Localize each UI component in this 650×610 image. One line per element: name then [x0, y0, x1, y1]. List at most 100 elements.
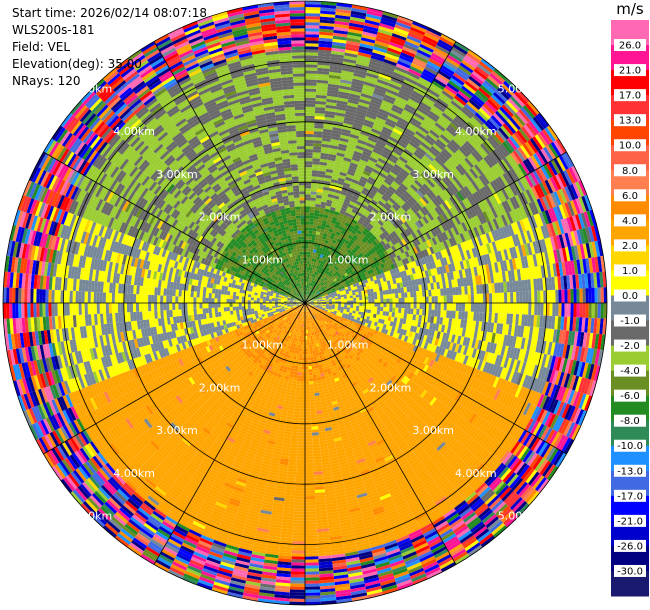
velocity-cell [464, 294, 469, 303]
velocity-cell [326, 218, 333, 223]
velocity-cell [517, 207, 525, 220]
velocity-cell [368, 281, 373, 286]
velocity-cell [355, 167, 364, 174]
velocity-cell [491, 230, 498, 242]
velocity-cell [376, 236, 383, 243]
velocity-cell [374, 299, 378, 303]
velocity-cell [424, 152, 435, 162]
velocity-cell [393, 163, 403, 172]
velocity-cell [349, 133, 360, 140]
velocity-cell [385, 176, 394, 184]
velocity-cell [309, 297, 313, 300]
velocity-cell [529, 242, 536, 255]
velocity-cell [373, 145, 384, 153]
velocity-cell [498, 215, 506, 228]
velocity-cell [448, 218, 456, 228]
velocity-cell [359, 240, 365, 246]
velocity-cell [362, 84, 375, 91]
velocity-cell [497, 108, 510, 122]
velocity-cell [471, 216, 479, 227]
velocity-cell [415, 211, 423, 220]
velocity-cell [339, 82, 352, 88]
velocity-cell [315, 110, 326, 114]
velocity-cell [506, 212, 514, 224]
velocity-cell [434, 141, 445, 151]
velocity-cell [492, 179, 502, 192]
velocity-cell [362, 87, 375, 94]
velocity-cell [504, 292, 508, 303]
velocity-cell [340, 272, 345, 277]
velocity-cell [513, 291, 517, 303]
velocity-cell [495, 303, 499, 314]
velocity-cell [316, 228, 321, 233]
velocity-cell [524, 102, 538, 117]
velocity-cell [359, 300, 363, 303]
velocity-cell [492, 293, 496, 303]
velocity-cell [368, 212, 376, 219]
velocity-cell [342, 227, 348, 233]
velocity-cell [315, 282, 319, 286]
velocity-cell [349, 265, 354, 270]
velocity-cell [553, 235, 559, 250]
velocity-cell [341, 304, 345, 308]
velocity-cell [414, 179, 423, 188]
velocity-cell [334, 112, 346, 117]
velocity-cell [395, 303, 399, 308]
velocity-cell [503, 80, 517, 94]
velocity-cell [327, 293, 331, 296]
velocity-cell [431, 237, 438, 246]
velocity-cell [439, 92, 453, 103]
velocity-cell [489, 293, 493, 303]
velocity-cell [389, 232, 396, 240]
velocity-cell [479, 187, 489, 199]
velocity-cell [313, 137, 323, 141]
velocity-cell [571, 165, 581, 182]
velocity-cell [391, 74, 405, 83]
velocity-cell [458, 147, 469, 158]
velocity-cell [401, 252, 408, 259]
velocity-cell [583, 211, 591, 228]
velocity-cell [315, 91, 328, 96]
velocity-cell [423, 136, 435, 146]
velocity-cell [361, 255, 367, 261]
velocity-cell [436, 97, 449, 108]
velocity-cell [469, 168, 479, 179]
velocity-cell [322, 296, 326, 299]
velocity-cell [544, 179, 554, 194]
velocity-cell [386, 254, 392, 261]
velocity-cell [513, 113, 526, 127]
velocity-cell [434, 235, 441, 244]
velocity-cell [343, 55, 358, 61]
velocity-cell [370, 309, 375, 314]
velocity-cell [328, 238, 334, 243]
velocity-cell [395, 235, 402, 243]
velocity-cell [316, 299, 320, 302]
velocity-cell [314, 294, 318, 297]
velocity-cell [421, 195, 430, 205]
velocity-cell [311, 176, 319, 180]
velocity-cell [391, 151, 401, 159]
velocity-cell [506, 236, 513, 249]
velocity-cell [464, 157, 474, 169]
velocity-cell [305, 55, 318, 59]
velocity-cell [322, 189, 329, 194]
velocity-cell [397, 218, 404, 226]
velocity-cell [341, 298, 345, 302]
velocity-cell [322, 279, 326, 283]
velocity-cell [437, 242, 444, 252]
velocity-cell [477, 235, 484, 247]
velocity-cell [440, 33, 456, 45]
velocity-cell [443, 303, 447, 311]
velocity-cell [360, 203, 368, 210]
velocity-cell [468, 248, 475, 259]
velocity-cell [415, 252, 421, 260]
velocity-cell [312, 164, 320, 168]
velocity-cell [349, 251, 355, 256]
velocity-cell [430, 108, 442, 118]
velocity-cell [321, 238, 326, 243]
velocity-cell [420, 157, 431, 167]
velocity-cell [439, 67, 453, 78]
velocity-cell [305, 227, 309, 231]
velocity-cell [445, 107, 457, 118]
velocity-cell [351, 195, 359, 201]
